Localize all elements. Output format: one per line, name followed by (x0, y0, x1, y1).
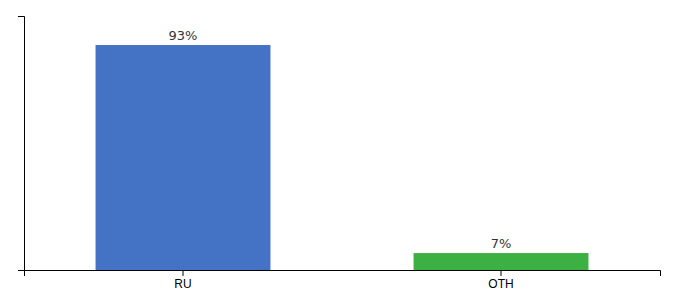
chart: RU OTH 93% 7% (0, 0, 680, 300)
x-axis-line (25, 271, 661, 277)
y-axis (18, 17, 25, 271)
bars (96, 45, 589, 270)
y-axis-line (18, 17, 25, 271)
bar (414, 253, 589, 270)
x-tick-label: RU (174, 277, 191, 291)
bar (96, 45, 271, 270)
plot: RU OTH 93% 7% (18, 17, 661, 291)
x-tick: OTH (488, 270, 513, 291)
x-tick-mark (501, 270, 502, 276)
data-labels: 93% 7% (169, 28, 512, 251)
x-tick-mark (183, 270, 184, 276)
data-label: 7% (491, 236, 512, 251)
data-label: 93% (169, 28, 198, 43)
x-tick-label: OTH (488, 277, 513, 291)
x-tick: RU (174, 270, 191, 291)
x-axis: RU OTH (25, 270, 661, 291)
